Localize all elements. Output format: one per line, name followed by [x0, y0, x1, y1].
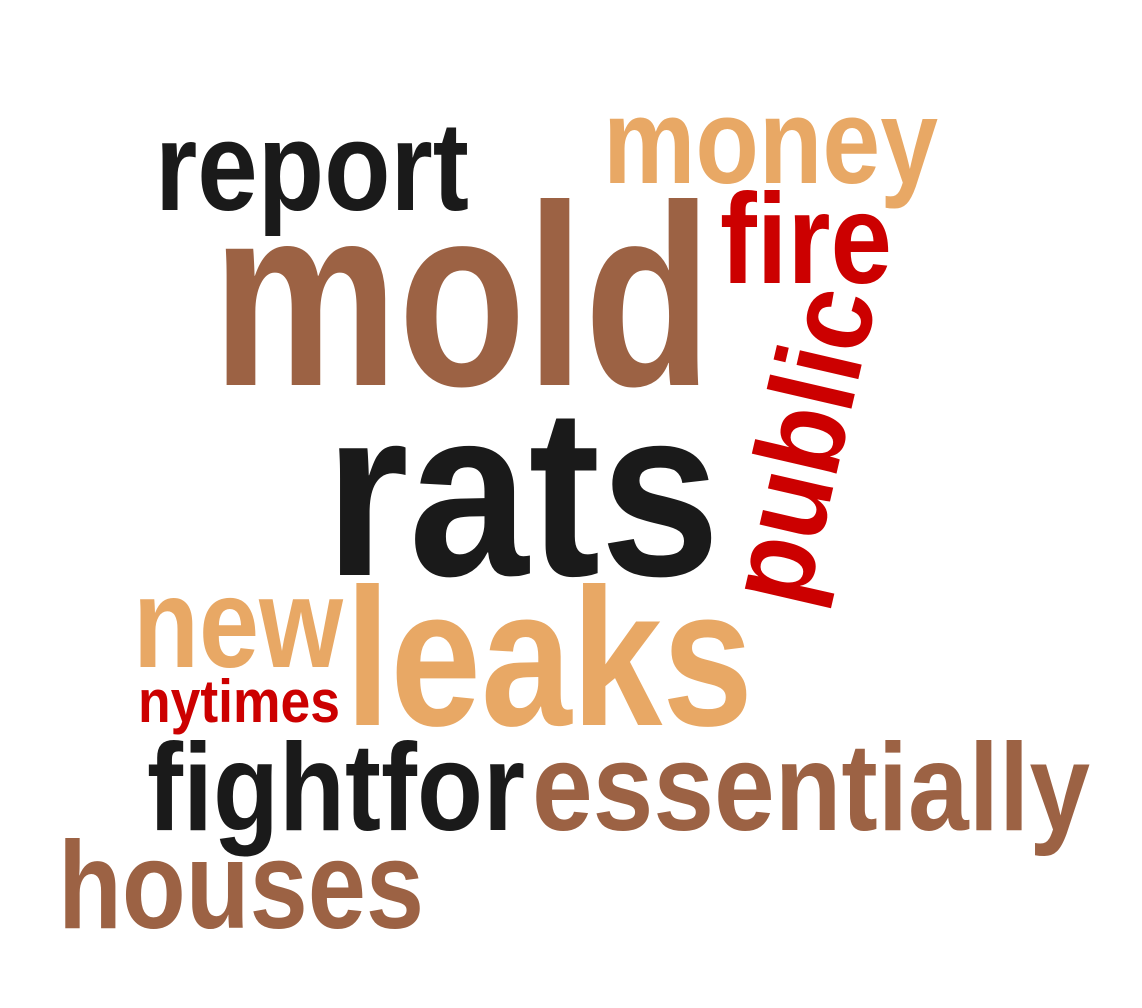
word-mold: mold	[212, 151, 712, 440]
word-fire: fire	[720, 168, 892, 311]
word-money: money	[603, 73, 938, 209]
word-nytimes: nytimes	[138, 668, 340, 735]
word-report: report	[155, 96, 469, 237]
word-houses: houses	[58, 817, 424, 955]
word-fightfor: fightfor	[147, 719, 525, 857]
word-essentially: essentially	[532, 719, 1090, 857]
word-leaks: leaks	[345, 548, 753, 767]
word-rats: rats	[325, 358, 720, 626]
word-new: new	[133, 552, 343, 695]
